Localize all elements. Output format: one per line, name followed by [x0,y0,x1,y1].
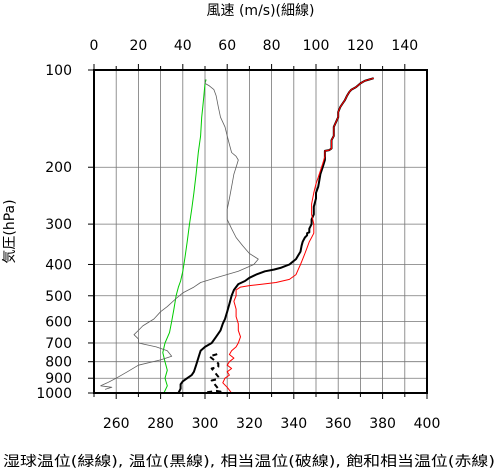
y-tick-label: 300 [45,217,72,233]
top-tick-label: 20 [129,38,147,54]
top-tick-label: 140 [391,38,418,54]
top-tick-label: 40 [174,38,192,54]
x-tick-label: 400 [414,416,441,432]
x-tick-label: 260 [103,416,130,432]
y-tick-label: 200 [45,160,72,176]
y-tick-label: 1000 [36,386,72,402]
y-axis-title: 気圧(hPa) [2,199,18,263]
y-tick-label: 900 [45,371,72,387]
y-tick-label: 500 [45,289,72,305]
top-axis-title: 風速 (m/s)(細線) [207,3,315,19]
x-tick-label: 300 [192,416,219,432]
y-tick-label: 600 [45,314,72,330]
x-tick-label: 380 [369,416,396,432]
x-tick-label: 360 [325,416,352,432]
y-tick-label: 800 [45,355,72,371]
grid-lines [93,69,428,394]
x-tick-label: 340 [280,416,307,432]
y-tick-label: 400 [45,257,72,273]
x-tick-label: 280 [147,416,174,432]
y-tick-label: 100 [45,63,72,79]
series-line-5 [100,79,259,390]
top-tick-label: 120 [347,38,374,54]
tick-marks [88,64,428,399]
series-layer [100,77,374,394]
series-line-4 [222,77,374,394]
x-tick-label: 320 [236,416,263,432]
plot-frame [93,69,428,394]
y-tick-label: 700 [45,336,72,352]
top-tick-label: 80 [263,38,281,54]
series-line-3 [207,351,222,394]
series-line-2 [177,77,374,394]
x-axis-title: 湿球温位(緑線), 温位(黒線), 相当温位(破線), 飽和相当温位(赤線) [3,453,495,470]
top-tick-label: 0 [90,38,99,54]
tick-labels: 260 280 300 320 340 360 380 400 0 20 40 60 80 100 120 1… [36,38,440,432]
top-tick-label: 60 [218,38,236,54]
top-tick-label: 100 [303,38,330,54]
series-line-1 [162,79,207,394]
